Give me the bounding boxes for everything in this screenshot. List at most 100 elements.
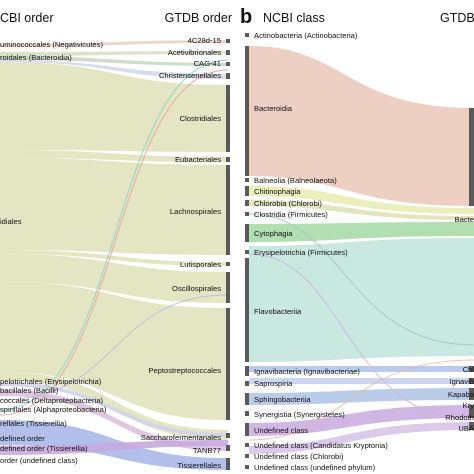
panel-b-right-node-bars xyxy=(469,108,474,430)
flow-strand xyxy=(248,213,474,346)
gtdb-order-label: Lachnospirales xyxy=(170,207,221,216)
ncbi-class-label: Undefined class (Candidatus Kryptonia) xyxy=(254,441,388,450)
ncbi-order-label: pelotrichales (Erysipelotrichia) xyxy=(0,377,102,386)
panel-b-right-header: GTDB xyxy=(440,11,474,25)
gtdb-order-label: Eubacteriales xyxy=(175,155,221,164)
ncbi-order-label: roidales (Bacteroidia) xyxy=(0,53,72,62)
flow-band xyxy=(0,440,228,455)
node-bar xyxy=(469,366,474,372)
node-bar xyxy=(245,454,249,458)
ncbi-order-label: defined order xyxy=(0,434,45,443)
gtdb-class-label: Bacte xyxy=(455,215,474,224)
gtdb-order-label: Oscillospirales xyxy=(172,284,221,293)
ncbi-class-label: Erysipelotrichia (Firmicutes) xyxy=(254,248,348,257)
node-bar xyxy=(226,73,230,79)
node-bar xyxy=(469,378,474,384)
gtdb-order-label: Christensenellales xyxy=(159,71,221,80)
node-bar xyxy=(245,258,249,362)
panel-a-headers: CBI order GTDB order xyxy=(0,11,232,25)
flow-band xyxy=(0,382,228,437)
gtdb-order-label: Peptostreptococcales xyxy=(148,366,221,375)
flow-band xyxy=(249,388,474,405)
ncbi-class-label: Ignavibacteria (Ignavibacteriae) xyxy=(254,367,360,376)
flow-band xyxy=(0,51,228,56)
flow-band xyxy=(0,56,228,66)
flow-band xyxy=(249,186,474,214)
flow-band xyxy=(249,366,474,372)
flow-band xyxy=(249,378,474,384)
flow-band xyxy=(0,390,228,451)
node-bar xyxy=(469,388,474,400)
ncbi-class-label: Clostridia (Firmicutes) xyxy=(254,210,328,219)
node-bar xyxy=(245,393,249,405)
flow-strand xyxy=(0,294,229,401)
flow-band xyxy=(0,60,228,79)
flow-band xyxy=(0,150,228,162)
node-bar xyxy=(245,465,249,469)
panel-b-right-labels: Bacte Chl Ignavib Kapaba Kry Rhodoth UBA xyxy=(445,215,474,433)
node-bar xyxy=(226,62,230,66)
gtdb-order-label: TANB77 xyxy=(193,446,221,455)
node-bar xyxy=(469,405,474,418)
node-bar xyxy=(245,366,249,376)
ncbi-class-label: Undefined class (undefined phylum) xyxy=(254,463,376,472)
panel-b-left-header: NCBI class xyxy=(263,11,325,25)
node-bar xyxy=(245,411,249,416)
ncbi-order-label: spirillales (Alphaproteobacteria) xyxy=(0,405,107,414)
ncbi-class-label: Sphingobacteriia xyxy=(254,395,311,404)
ncbi-class-label: Synergistia (Synergistetes) xyxy=(254,410,345,419)
node-bar xyxy=(245,186,249,196)
gtdb-order-label: Clostridiales xyxy=(180,114,222,123)
node-bar xyxy=(245,224,249,242)
ncbi-class-label: Undefined class xyxy=(254,426,308,435)
node-bar xyxy=(226,308,230,420)
ncbi-class-label: Undefined class (Chlorobi) xyxy=(254,452,344,461)
ncbi-class-label: Flavobacteriia xyxy=(254,307,302,316)
ncbi-order-label: bacillales (Bacilli) xyxy=(0,386,59,395)
node-bar xyxy=(245,178,249,182)
node-bar xyxy=(469,422,474,430)
node-bar xyxy=(245,250,249,254)
flow-strand xyxy=(248,359,474,441)
panel-a-right-header: GTDB order xyxy=(165,11,232,25)
node-bar xyxy=(245,443,249,447)
flow-band xyxy=(0,372,228,440)
flow-band xyxy=(0,282,228,420)
ncbi-class-label: Bacteroidia xyxy=(254,104,293,113)
node-bar xyxy=(226,157,230,162)
flow-band xyxy=(249,200,474,220)
ncbi-class-label: Saprospiria xyxy=(254,379,293,388)
panel-b-left-node-bars xyxy=(245,33,249,469)
ncbi-class-label: Actinobacteria (Actinobacteria) xyxy=(254,31,358,40)
gtdb-order-label: CAG-41 xyxy=(194,59,221,68)
panel-a-left-labels: uminococcales (Negativicutes) roidales (… xyxy=(0,40,107,465)
node-bar xyxy=(226,165,230,255)
node-bar xyxy=(226,262,230,266)
panel-b-left-labels: Actinobacteria (Actinobacteria) Bacteroi… xyxy=(254,31,388,472)
flow-strand xyxy=(0,59,229,411)
ncbi-order-label: order (undefined class) xyxy=(0,456,78,465)
gtdb-class-label: Chl xyxy=(463,365,474,374)
node-bar xyxy=(226,433,230,438)
ncbi-order-label: idiales xyxy=(0,217,22,226)
ncbi-class-label: Chitinophagia xyxy=(254,187,301,196)
ncbi-order-label: uminococcales (Negativicutes) xyxy=(0,40,103,49)
ncbi-class-label: Balneolia (Balneolaeota) xyxy=(254,176,337,185)
flow-band xyxy=(249,222,474,242)
panel-a-right-labels: 4C28d-15 Acetivibrionales CAG-41 Christe… xyxy=(141,36,221,470)
node-bar xyxy=(245,33,249,37)
node-bar xyxy=(226,458,230,470)
node-bar xyxy=(226,445,230,451)
flow-band xyxy=(249,238,474,362)
flow-band xyxy=(0,250,228,266)
gtdb-class-label: Kapaba xyxy=(448,390,474,399)
gtdb-order-label: Acetivibrionales xyxy=(168,48,221,57)
flow-band xyxy=(0,62,228,152)
gtdb-class-label: UBA xyxy=(458,424,474,433)
panel-a-right-node-bars xyxy=(226,39,230,470)
flow-band xyxy=(0,158,228,255)
flow-strand xyxy=(248,253,474,421)
gtdb-order-label: 4C28d-15 xyxy=(188,36,221,45)
node-bar xyxy=(245,423,249,436)
